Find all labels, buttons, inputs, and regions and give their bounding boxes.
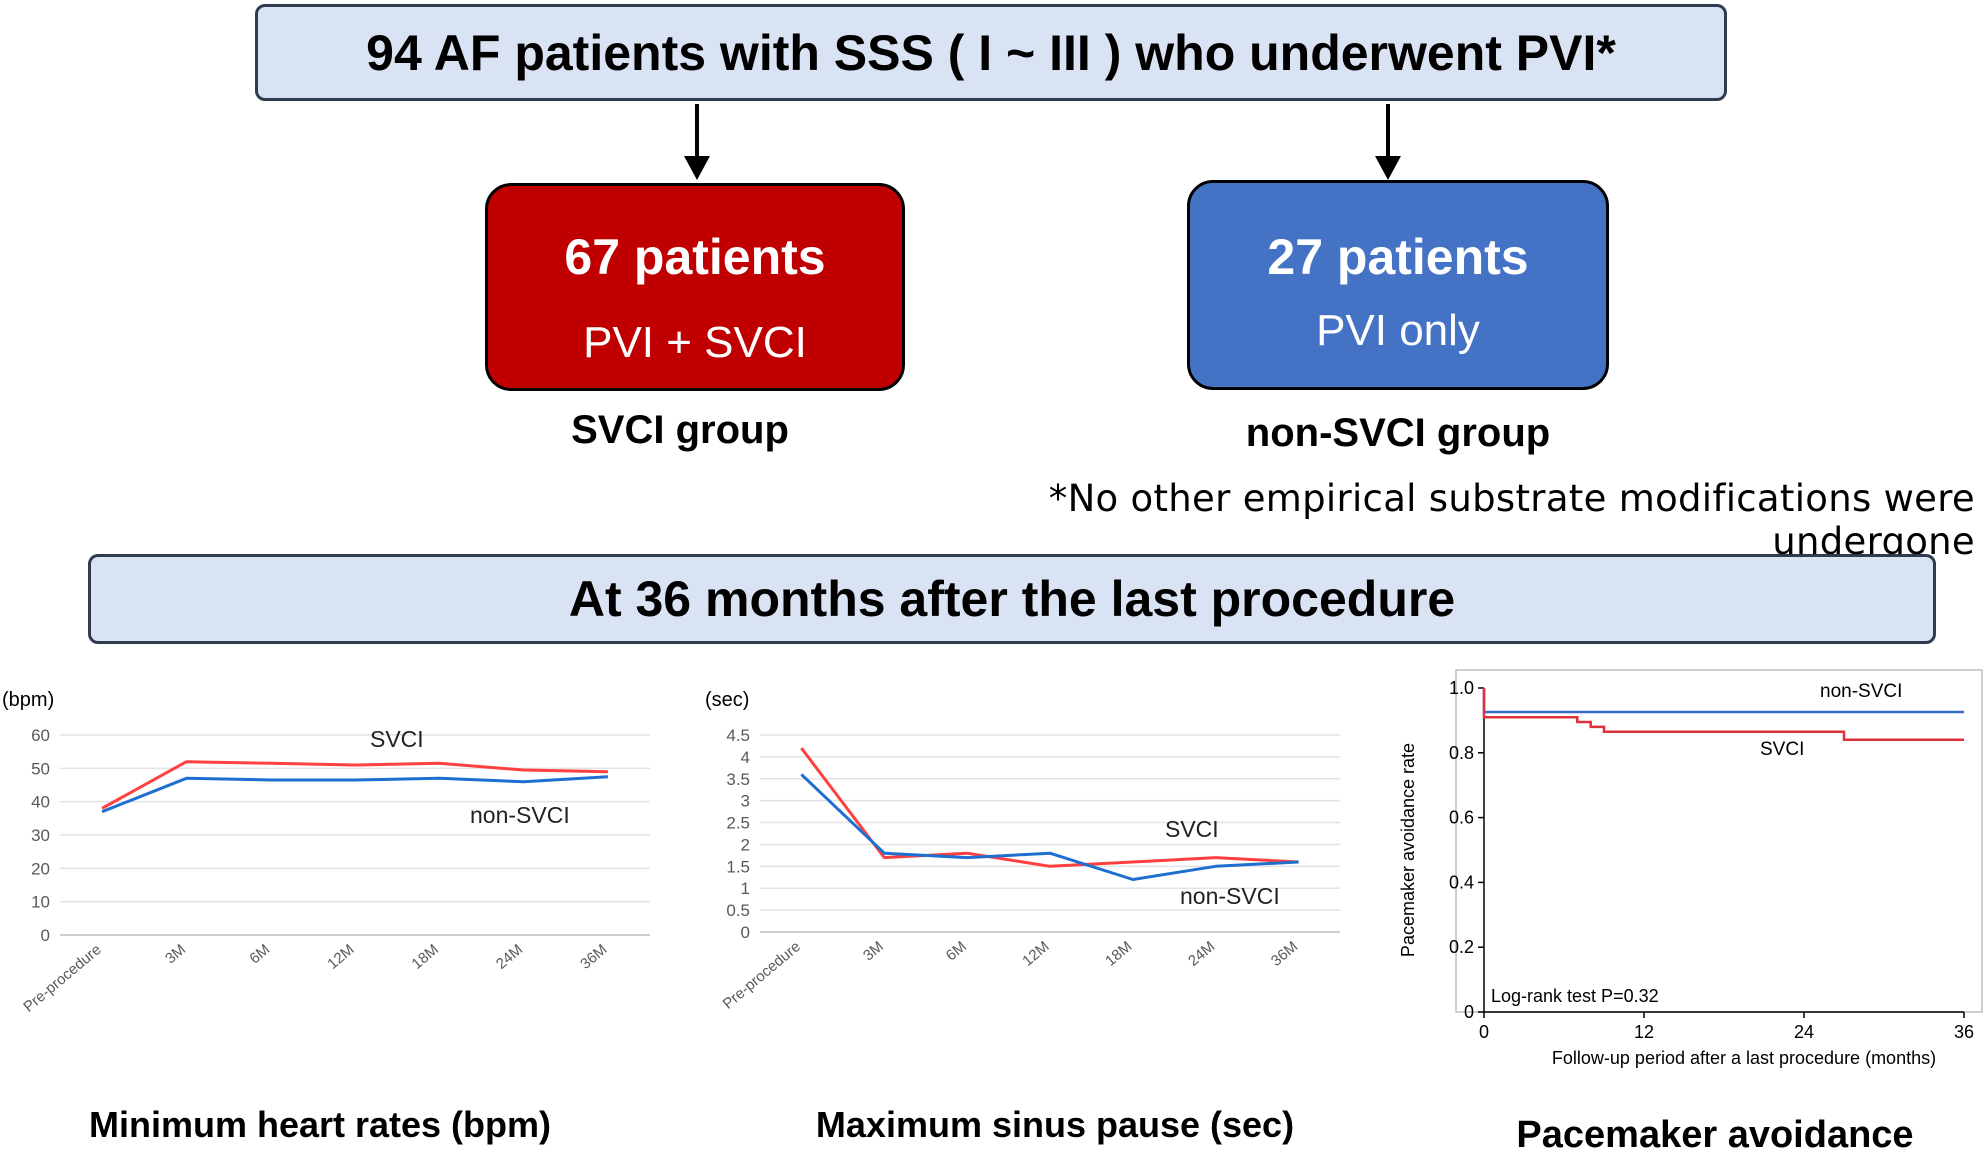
x-tick-label: 6M (246, 941, 273, 967)
y-tick-label: 4 (741, 748, 750, 767)
y-tick-label: 40 (31, 793, 50, 812)
x-tick-label: 3M (860, 938, 887, 964)
x-tick-label: Pre-procedure (20, 941, 104, 1016)
series-label-non-svci: non-SVCI (1820, 681, 1902, 702)
y-tick-label: 0 (741, 923, 750, 942)
y-tick-label: 0.6 (1449, 808, 1474, 828)
arrow-to-svci-group (684, 104, 710, 180)
non-svci-group-box: 27 patients PVI only (1187, 180, 1609, 390)
x-tick-label: 12M (324, 941, 357, 973)
y-axis-unit-label: (sec) (705, 689, 749, 711)
x-tick-label: 36 (1954, 1022, 1974, 1042)
series-label-non-svci: non-SVCI (470, 802, 570, 828)
middle-banner: At 36 months after the last procedure (88, 554, 1936, 644)
y-axis-unit-label: (bpm) (2, 689, 54, 711)
svci-patient-count: 67 patients (564, 229, 826, 285)
x-tick-label: 24M (1185, 938, 1218, 970)
series-line-svci (800, 747, 1299, 868)
y-tick-label: 0.2 (1449, 937, 1474, 957)
series-label-svci: SVCI (1760, 739, 1804, 760)
y-tick-label: 2 (741, 835, 750, 854)
y-tick-label: 0 (1464, 1002, 1474, 1022)
non-svci-patient-count: 27 patients (1267, 229, 1529, 285)
plot-frame (1455, 669, 1983, 1013)
top-banner: 94 AF patients with SSS ( I ~ III ) who … (255, 4, 1727, 101)
pacemaker-avoidance-chart: 0 0.2 0.4 0.6 0.8 1.0 0 12 24 36 Pacemaker avoidan… (1398, 669, 1983, 1068)
x-tick-label: 6M (943, 938, 970, 964)
pacemaker-avoidance-caption: Pacemaker avoidance (1516, 1114, 1914, 1156)
max-sinus-pause-caption: Maximum sinus pause (sec) (815, 1104, 1295, 1145)
y-tick-label: 50 (31, 759, 50, 778)
svci-procedure: PVI + SVCI (583, 318, 807, 367)
non-svci-procedure: PVI only (1316, 306, 1480, 355)
footnote: *No other empirical substrate modificati… (1048, 477, 1975, 563)
x-tick-label: 36M (577, 941, 610, 973)
series-label-svci: SVCI (370, 726, 424, 752)
y-tick-label: 60 (31, 726, 50, 745)
y-tick-label: 0.4 (1449, 872, 1474, 892)
x-tick-label: 36M (1268, 938, 1301, 970)
x-tick-label: 18M (409, 941, 442, 973)
top-banner-text: 94 AF patients with SSS ( I ~ III ) who … (366, 24, 1616, 81)
max-sinus-pause-chart: (sec) 0 0.5 1 1.5 2 2.5 3 3.5 4 4.5 Pre-procedure 3M… (705, 689, 1340, 1013)
flow-arrows (684, 104, 1401, 180)
non-svci-group-label: non-SVCI group (1245, 411, 1551, 455)
x-tick-label: 24 (1794, 1022, 1814, 1042)
middle-banner-text: At 36 months after the last procedure (568, 571, 1456, 627)
y-tick-label: 1.0 (1449, 678, 1474, 698)
y-tick-label: 3.5 (726, 770, 750, 789)
km-curve-svci (1482, 688, 1964, 742)
y-tick-label: 4.5 (726, 726, 750, 745)
arrow-to-non-svci-group (1375, 104, 1401, 180)
x-axis-label: Follow-up period after a last procedure … (1552, 1048, 1936, 1068)
series-line-svci (101, 760, 608, 810)
series-label-non-svci: non-SVCI (1180, 883, 1280, 909)
x-tick-label: 3M (162, 941, 189, 967)
series-line-non-svci (800, 773, 1299, 881)
y-tick-label: 0.5 (726, 901, 750, 920)
min-heart-rate-chart: (bpm) 0 10 20 30 40 50 60 Pre-procedure 3M 6M 12M 18… (2, 689, 650, 1016)
y-tick-label: 1.5 (726, 857, 750, 876)
series-line-non-svci (101, 775, 608, 814)
y-tick-label: 0.8 (1449, 743, 1474, 763)
y-tick-label: 1 (741, 879, 750, 898)
y-tick-label: 0 (41, 926, 50, 945)
y-axis-label: Pacemaker avoidance rate (1398, 743, 1418, 957)
y-tick-label: 2.5 (726, 814, 750, 833)
y-tick-label: 10 (31, 893, 50, 912)
x-tick-label: 24M (493, 941, 526, 973)
y-tick-label: 20 (31, 859, 50, 878)
y-tick-label: 3 (741, 792, 750, 811)
x-tick-label: 18M (1102, 938, 1135, 970)
x-tick-label: 12M (1019, 938, 1052, 970)
svci-group-label: SVCI group (571, 408, 789, 452)
min-heart-rate-caption: Minimum heart rates (bpm) (88, 1104, 552, 1145)
x-tick-label: Pre-procedure (720, 938, 804, 1013)
x-tick-label: 12 (1634, 1022, 1654, 1042)
svci-group-box: 67 patients PVI + SVCI (485, 183, 905, 391)
y-tick-label: 30 (31, 826, 50, 845)
log-rank-annotation: Log-rank test P=0.32 (1491, 986, 1659, 1006)
x-tick-label: 0 (1479, 1022, 1489, 1042)
series-label-svci: SVCI (1165, 816, 1219, 842)
